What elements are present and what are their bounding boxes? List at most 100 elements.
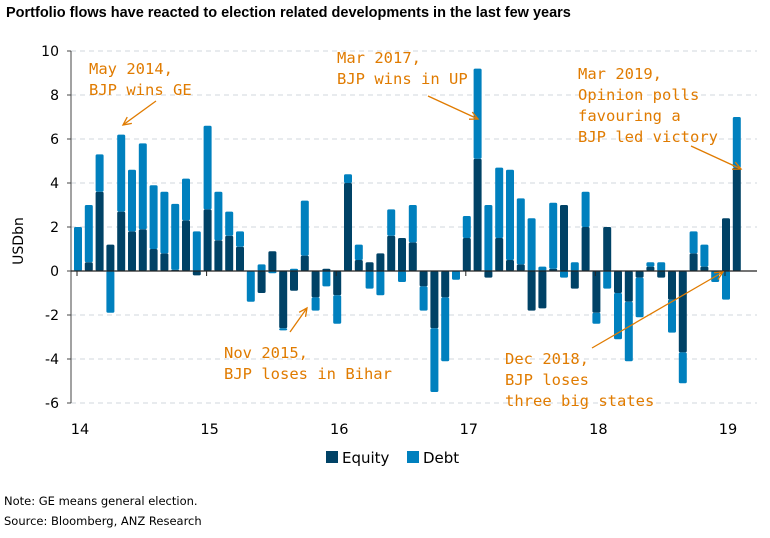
- arrowhead-icon: [468, 111, 480, 120]
- debt-bar: [484, 205, 493, 271]
- equity-bar: [722, 218, 730, 271]
- annotation-text: favouring a: [578, 107, 681, 125]
- debt-bar: [419, 286, 428, 311]
- equity-bar: [106, 244, 115, 271]
- debt-bar: [225, 211, 234, 236]
- equity-bar: [138, 229, 147, 271]
- equity-bar: [689, 253, 698, 271]
- debt-bar: [646, 262, 655, 267]
- annotation-text: Dec 2018,: [505, 350, 589, 368]
- annotation-text: BJP led victory: [578, 128, 718, 146]
- equity-bar: [128, 231, 136, 271]
- legend-label-equity: Equity: [342, 449, 390, 467]
- equity-bar: [419, 271, 428, 287]
- equity-bar: [300, 255, 309, 271]
- annotation-text: three big states: [505, 392, 654, 410]
- x-tick-label: 18: [589, 422, 607, 438]
- equity-bar: [506, 260, 514, 271]
- debt-bar: [354, 244, 363, 260]
- x-tick-label: 15: [200, 422, 218, 438]
- debt-bar: [246, 271, 255, 302]
- equity-bar: [462, 238, 471, 271]
- debt-bar: [214, 191, 223, 241]
- y-tick-label: -2: [45, 308, 59, 324]
- y-tick-label: 6: [50, 132, 59, 148]
- x-tick-label: 17: [460, 422, 478, 438]
- equity-bar: [441, 271, 450, 298]
- y-tick-label: 4: [50, 176, 59, 192]
- debt-bar: [592, 312, 601, 324]
- annotation-arrow: [591, 271, 724, 349]
- equity-bar: [624, 271, 633, 302]
- equity-bar: [236, 246, 244, 271]
- equity-bar: [344, 183, 352, 271]
- debt-bar: [570, 262, 579, 271]
- equity-bar: [484, 271, 493, 278]
- equity-bar: [668, 271, 676, 300]
- debt-bar: [668, 299, 676, 333]
- debt-bar: [300, 200, 309, 256]
- debt-bar: [171, 203, 180, 270]
- debt-bar: [311, 297, 320, 311]
- equity-bar: [214, 240, 223, 271]
- debt-bar: [192, 231, 201, 271]
- legend-swatch-equity: [326, 451, 338, 463]
- y-tick-label: -6: [45, 396, 59, 412]
- source-text: Source: Bloomberg, ANZ Research: [4, 514, 202, 528]
- equity-bar: [538, 271, 547, 309]
- debt-bar: [732, 117, 741, 168]
- debt-bar: [387, 209, 396, 236]
- equity-bar: [311, 271, 320, 298]
- equity-bar: [657, 271, 666, 278]
- equity-bar: [376, 253, 385, 271]
- x-tick-label: 16: [330, 422, 348, 438]
- debt-bar: [560, 271, 568, 278]
- equity-bar: [290, 271, 298, 291]
- debt-bar: [376, 271, 385, 296]
- debt-bar: [441, 297, 450, 362]
- debt-bar: [257, 264, 266, 271]
- y-tick-label: -4: [45, 352, 59, 368]
- equity-bar: [387, 235, 396, 271]
- debt-bar: [95, 154, 104, 192]
- debt-bar: [333, 295, 342, 324]
- equity-bar: [95, 191, 104, 271]
- debt-bar: [236, 231, 244, 247]
- debt-bar: [322, 271, 331, 287]
- debt-bar: [678, 352, 687, 384]
- arrowhead-icon: [121, 116, 132, 126]
- debt-bar: [538, 266, 547, 271]
- annotation-arrow: [289, 307, 308, 333]
- debt-bar: [365, 271, 374, 289]
- y-axis-label: USDbn: [11, 217, 27, 265]
- chart-title: Portfolio flows have reacted to election…: [6, 5, 571, 21]
- equity-bar: [603, 227, 612, 271]
- debt-bar: [462, 216, 471, 238]
- equity-bar: [495, 238, 504, 271]
- annotation-text: Mar 2019,: [578, 65, 662, 83]
- equity-bar: [527, 271, 536, 311]
- equity-bar: [581, 227, 590, 271]
- debt-bar: [84, 205, 93, 263]
- arrowhead-icon: [713, 271, 725, 280]
- equity-bar: [365, 262, 374, 271]
- debt-bar: [603, 271, 612, 289]
- debt-bar: [138, 143, 147, 230]
- debt-bar: [182, 178, 190, 221]
- annotation-text: Mar 2017,: [337, 49, 421, 67]
- annotation-text: BJP wins GE: [89, 81, 192, 99]
- equity-bar: [257, 271, 266, 293]
- equity-bar: [570, 271, 579, 289]
- equity-bar: [473, 158, 482, 271]
- x-tick-label: 14: [71, 422, 89, 438]
- equity-bar: [560, 205, 568, 271]
- equity-bar: [203, 209, 212, 271]
- equity-bar: [732, 167, 741, 271]
- debt-bar: [398, 271, 406, 282]
- equity-bar: [614, 271, 622, 293]
- equity-bar: [117, 211, 126, 271]
- debt-bar: [635, 277, 644, 318]
- equity-bar: [333, 271, 342, 296]
- arrowhead-icon: [731, 161, 743, 170]
